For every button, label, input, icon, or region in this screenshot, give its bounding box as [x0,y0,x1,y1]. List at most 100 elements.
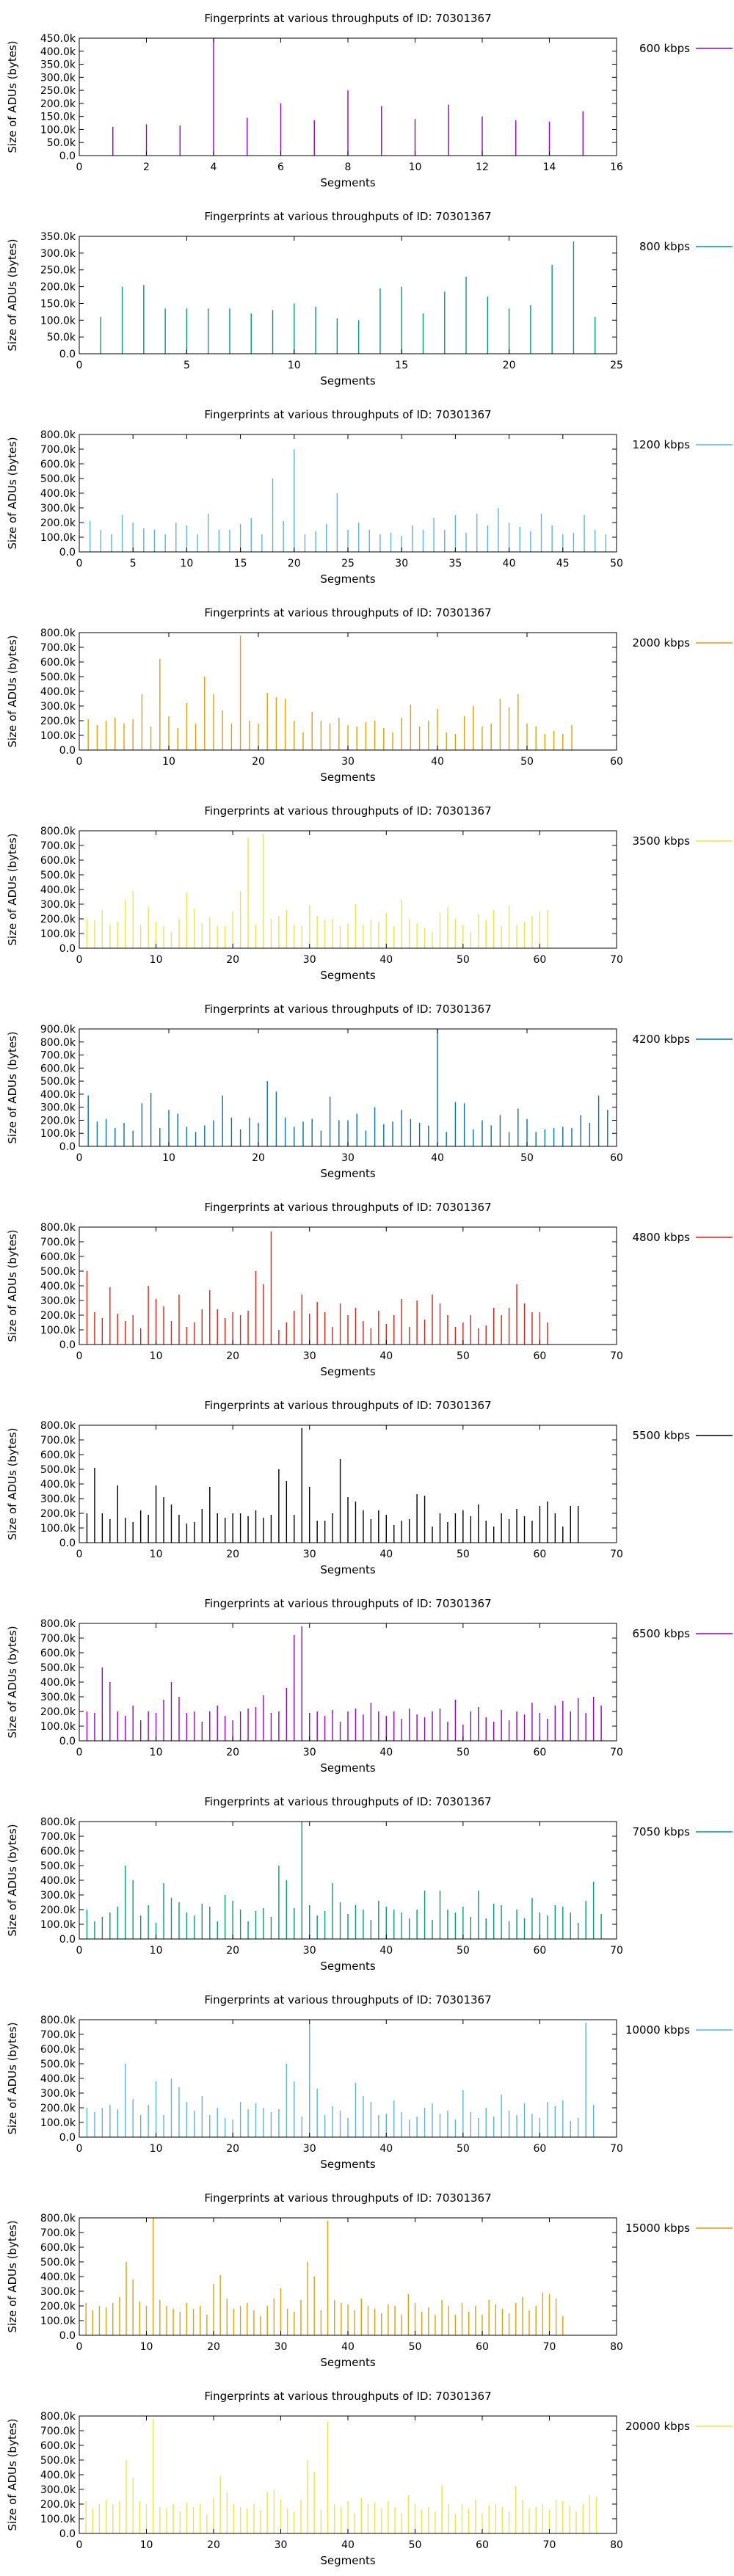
y-axis-label: Size of ADUs (bytes) [6,40,19,153]
chart-panel: Fingerprints at various throughputs of I… [0,2180,734,2378]
y-tick-label: 450.0k [40,33,76,45]
x-tick-label: 50 [457,954,470,966]
legend-label: 7050 kbps [633,1825,691,1838]
x-tick-label: 30 [275,2341,288,2353]
chart-svg: Fingerprints at various throughputs of I… [6,1597,733,1775]
x-tick-label: 50 [457,1350,470,1362]
plot-frame [79,236,617,354]
x-tick-label: 70 [610,1747,623,1758]
y-tick-label: 700.0k [40,1050,76,1062]
legend-label: 6500 kbps [633,1627,691,1640]
y-tick-label: 400.0k [40,686,76,698]
x-tick-label: 12 [476,161,489,173]
y-tick-label: 500.0k [40,2059,76,2070]
legend-label: 15000 kbps [625,2222,690,2235]
x-tick-label: 4 [211,161,217,173]
y-tick-label: 200.0k [40,2499,76,2511]
y-tick-label: 700.0k [40,2426,76,2437]
y-axis-label: Size of ADUs (bytes) [6,1626,19,1738]
y-tick-label: 700.0k [40,2227,76,2239]
x-axis-label: Segments [320,2356,376,2369]
y-tick-label: 50.0k [47,332,76,343]
chart-title: Fingerprints at various throughputs of I… [204,1003,491,1016]
x-tick-label: 15 [234,558,247,570]
x-axis-label: Segments [320,2554,376,2567]
x-tick-label: 60 [610,1152,623,1164]
legend-label: 3500 kbps [633,834,691,848]
chart-svg: Fingerprints at various throughputs of I… [6,1201,733,1378]
chart-title: Fingerprints at various throughputs of I… [204,2191,491,2205]
y-tick-label: 600.0k [40,1449,76,1461]
y-axis-label: Size of ADUs (bytes) [6,1229,19,1342]
x-tick-label: 10 [180,558,193,570]
x-tick-label: 25 [341,558,355,570]
chart-panel: Fingerprints at various throughputs of I… [0,1387,734,1585]
x-tick-label: 60 [534,1549,547,1560]
y-tick-label: 500.0k [40,473,76,485]
y-tick-label: 400.0k [40,1089,76,1101]
y-tick-label: 100.0k [40,2117,76,2129]
x-tick-label: 30 [303,1350,316,1362]
y-tick-label: 200.0k [40,1706,76,1718]
x-tick-label: 70 [610,1350,623,1362]
x-tick-label: 10 [140,2539,153,2551]
x-tick-label: 60 [534,1350,547,1362]
x-axis-label: Segments [320,2158,376,2171]
y-tick-label: 100.0k [40,532,76,544]
y-axis-label: Size of ADUs (bytes) [6,833,19,945]
x-tick-label: 30 [303,1549,316,1560]
x-tick-label: 0 [76,2143,83,2155]
legend-label: 4800 kbps [633,1231,691,1244]
y-tick-label: 200.0k [40,1115,76,1127]
x-tick-label: 0 [76,756,83,768]
chart-svg: Fingerprints at various throughputs of I… [6,2390,733,2567]
y-tick-label: 700.0k [40,840,76,852]
x-tick-label: 0 [76,1152,83,1164]
y-tick-label: 800.0k [40,826,76,837]
y-tick-label: 300.0k [40,1493,76,1505]
x-tick-label: 60 [534,954,547,966]
chart-panel: Fingerprints at various throughputs of I… [0,0,734,198]
chart-panel: Fingerprints at various throughputs of I… [0,793,734,991]
x-tick-label: 10 [409,161,422,173]
x-axis-label: Segments [320,572,376,586]
y-tick-label: 300.0k [40,248,76,260]
x-tick-label: 30 [341,1152,355,1164]
x-tick-label: 40 [431,1152,444,1164]
x-tick-label: 5 [130,558,137,570]
x-tick-label: 10 [150,954,163,966]
y-tick-label: 200.0k [40,914,76,925]
x-tick-label: 45 [556,558,570,570]
y-tick-label: 400.0k [40,1875,76,1887]
chart-svg: Fingerprints at various throughputs of I… [6,1795,733,1973]
x-tick-label: 8 [345,161,352,173]
x-tick-label: 20 [288,558,301,570]
y-tick-label: 300.0k [40,2484,76,2496]
x-tick-label: 0 [76,1945,83,1957]
x-tick-label: 30 [341,756,355,768]
x-tick-label: 0 [76,161,83,173]
x-tick-label: 50 [610,558,623,570]
y-tick-label: 900.0k [40,1024,76,1036]
x-tick-label: 40 [379,1945,393,1957]
x-tick-label: 0 [76,2539,83,2551]
legend-label: 4200 kbps [633,1033,691,1046]
y-tick-label: 600.0k [40,855,76,867]
chart-panel: Fingerprints at various throughputs of I… [0,2378,734,2576]
x-tick-label: 20 [226,2143,239,2155]
x-tick-label: 40 [379,2143,393,2155]
x-axis-label: Segments [320,1167,376,1180]
y-axis-label: Size of ADUs (bytes) [6,1031,19,1143]
y-tick-label: 400.0k [40,46,76,58]
y-tick-label: 200.0k [40,1310,76,1322]
chart-title: Fingerprints at various throughputs of I… [204,408,491,421]
x-tick-label: 60 [534,2143,547,2155]
x-tick-label: 60 [610,756,623,768]
x-tick-label: 50 [457,1549,470,1560]
y-tick-label: 500.0k [40,2257,76,2268]
x-tick-label: 0 [76,954,83,966]
chart-panel: Fingerprints at various throughputs of I… [0,396,734,594]
x-tick-label: 20 [207,2539,220,2551]
x-tick-label: 70 [610,1549,623,1560]
